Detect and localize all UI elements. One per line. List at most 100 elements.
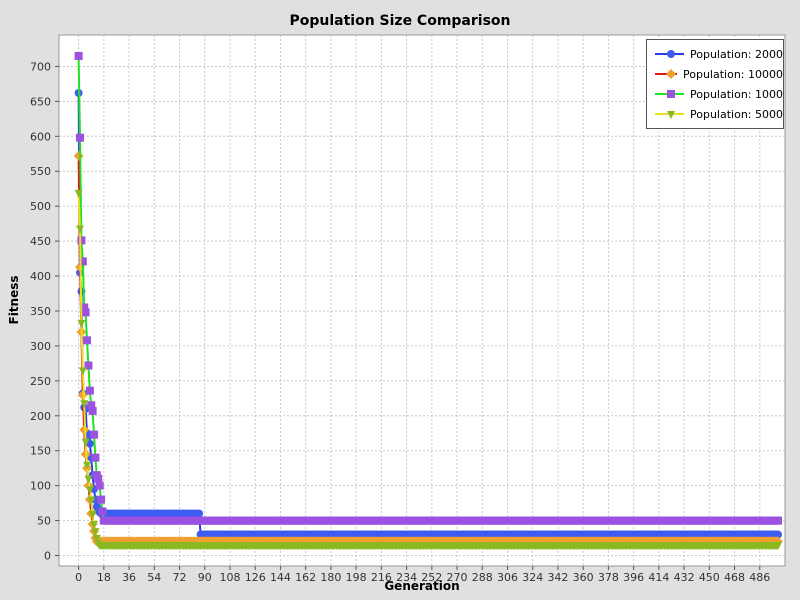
x-tick-label: 468 bbox=[724, 571, 745, 584]
data-point bbox=[195, 509, 204, 518]
data-point bbox=[74, 51, 83, 60]
data-point bbox=[77, 236, 86, 245]
data-point bbox=[773, 516, 782, 525]
y-tick-label: 50 bbox=[37, 515, 51, 528]
legend-label: Population: 10000 bbox=[683, 67, 783, 81]
y-tick-label: 0 bbox=[44, 550, 51, 563]
x-tick-label: 36 bbox=[122, 571, 136, 584]
data-point bbox=[773, 530, 782, 539]
legend-swatch bbox=[655, 50, 684, 58]
legend-swatch bbox=[655, 90, 684, 98]
legend-item: Population: 5000 bbox=[647, 104, 783, 124]
y-tick-label: 350 bbox=[30, 305, 51, 318]
legend-marker bbox=[667, 90, 675, 98]
data-point bbox=[92, 535, 101, 544]
x-axis-label: Generation bbox=[384, 579, 459, 593]
data-point bbox=[83, 336, 92, 345]
legend-marker bbox=[667, 50, 675, 58]
y-tick-label: 200 bbox=[30, 410, 51, 423]
data-point bbox=[77, 319, 86, 328]
data-point bbox=[91, 528, 100, 537]
x-tick-label: 306 bbox=[497, 571, 518, 584]
x-tick-label: 108 bbox=[219, 571, 240, 584]
plot-border bbox=[58, 34, 786, 567]
data-point bbox=[85, 486, 94, 495]
legend-marker bbox=[667, 111, 675, 119]
data-point bbox=[84, 475, 93, 484]
legend-item: Population: 2000 bbox=[647, 44, 783, 64]
y-tick-label: 450 bbox=[30, 235, 51, 248]
x-tick-label: 450 bbox=[699, 571, 720, 584]
data-point bbox=[88, 406, 97, 415]
data-point bbox=[85, 386, 94, 395]
y-tick-label: 600 bbox=[30, 130, 51, 143]
data-point bbox=[80, 303, 89, 312]
x-tick-label: 90 bbox=[198, 571, 212, 584]
x-tick-label: 72 bbox=[173, 571, 187, 584]
data-point bbox=[77, 389, 88, 400]
x-tick-label: 216 bbox=[371, 571, 392, 584]
legend-label: Population: 2000 bbox=[690, 47, 783, 61]
x-tick-label: 432 bbox=[674, 571, 695, 584]
y-tick-label: 300 bbox=[30, 340, 51, 353]
legend-label: Population: 1000 bbox=[690, 87, 783, 101]
y-tick-label: 700 bbox=[30, 60, 51, 73]
data-point bbox=[88, 510, 97, 519]
data-point bbox=[81, 308, 90, 317]
data-point bbox=[74, 189, 83, 198]
y-tick-label: 500 bbox=[30, 200, 51, 213]
series-2 bbox=[74, 51, 782, 525]
x-tick-label: 324 bbox=[522, 571, 543, 584]
data-point bbox=[98, 507, 107, 516]
x-tick-label: 18 bbox=[97, 571, 111, 584]
axes: 0 18 36 54 72 90 108 126 144 162 180 198 216 234 252 27… bbox=[30, 34, 786, 584]
x-tick-label: 0 bbox=[75, 571, 82, 584]
x-tick-label: 54 bbox=[147, 571, 161, 584]
x-tick-label: 234 bbox=[396, 571, 417, 584]
y-axis-label: Fitness bbox=[7, 275, 21, 324]
x-tick-label: 342 bbox=[547, 571, 568, 584]
chart-title: Population Size Comparison bbox=[289, 13, 511, 29]
legend: Population: 2000 Population: 10000 Populat… bbox=[646, 39, 784, 129]
x-tick-label: 288 bbox=[472, 571, 493, 584]
legend-swatch bbox=[655, 111, 684, 119]
data-point bbox=[81, 438, 90, 447]
x-tick-label: 126 bbox=[245, 571, 266, 584]
x-tick-label: 396 bbox=[623, 571, 644, 584]
data-point bbox=[78, 257, 87, 266]
data-point bbox=[94, 474, 103, 483]
series-layer bbox=[73, 51, 783, 551]
data-point bbox=[76, 133, 85, 142]
x-tick-label: 414 bbox=[648, 571, 669, 584]
y-tick-label: 150 bbox=[30, 445, 51, 458]
x-tick-label: 270 bbox=[447, 571, 468, 584]
legend-item: Population: 10000 bbox=[647, 64, 783, 84]
series-3 bbox=[74, 189, 782, 551]
data-point bbox=[78, 367, 87, 376]
data-point bbox=[773, 542, 782, 551]
y-tick-label: 550 bbox=[30, 165, 51, 178]
data-point bbox=[83, 461, 92, 470]
legend-swatch bbox=[655, 69, 677, 79]
y-tick-label: 100 bbox=[30, 480, 51, 493]
y-tick-label: 400 bbox=[30, 270, 51, 283]
data-point bbox=[95, 481, 104, 490]
x-tick-label: 144 bbox=[270, 571, 291, 584]
data-point bbox=[76, 225, 85, 234]
y-tick-label: 650 bbox=[30, 95, 51, 108]
x-tick-label: 252 bbox=[421, 571, 442, 584]
data-point bbox=[84, 361, 93, 370]
data-point bbox=[80, 400, 89, 409]
x-tick-label: 360 bbox=[573, 571, 594, 584]
data-point bbox=[97, 495, 106, 504]
legend-label: Population: 5000 bbox=[690, 107, 783, 121]
data-point bbox=[87, 496, 96, 505]
data-point bbox=[91, 453, 100, 462]
data-point bbox=[90, 430, 99, 439]
data-point bbox=[90, 521, 99, 530]
x-tick-label: 486 bbox=[749, 571, 770, 584]
data-point bbox=[87, 401, 96, 410]
y-tick-label: 250 bbox=[30, 375, 51, 388]
legend-marker bbox=[666, 69, 676, 79]
x-tick-label: 378 bbox=[598, 571, 619, 584]
